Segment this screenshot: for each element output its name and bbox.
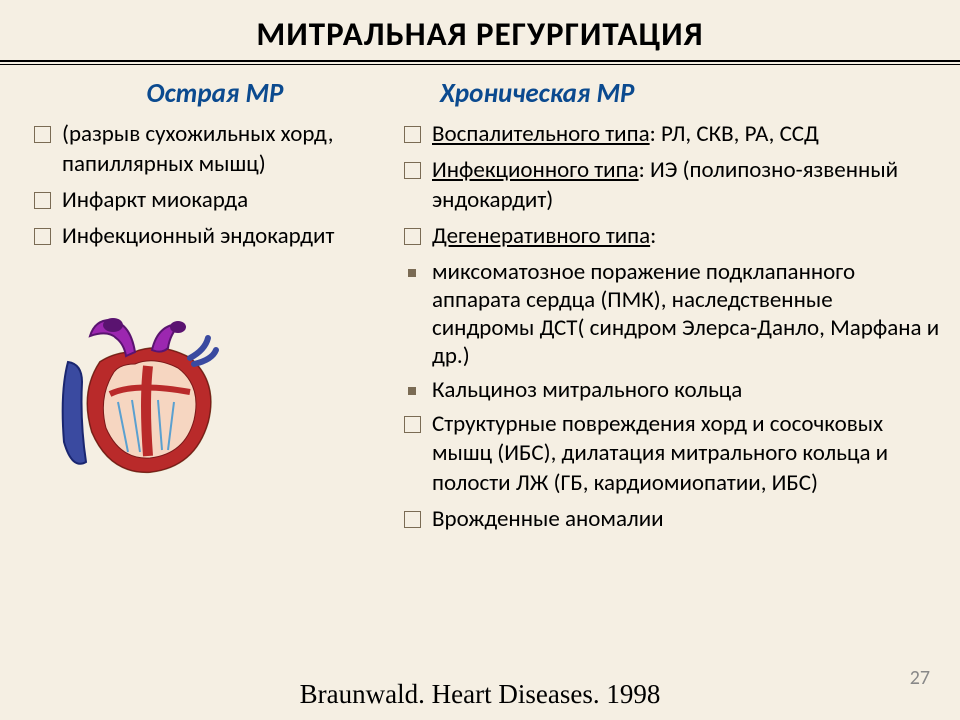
right-list-2: Структурные повреждения хорд и сосочковы… (400, 410, 940, 536)
left-column: Острая МР (разрыв сухожильных хорд, папи… (30, 77, 390, 541)
item-text: : (650, 222, 656, 250)
title-underline (0, 60, 960, 65)
underlined-term: Дегенеративного типа (432, 222, 650, 250)
content-columns: Острая МР (разрыв сухожильных хорд, папи… (0, 77, 960, 541)
right-subitem: миксоматозное поражение подклапанного ап… (400, 258, 940, 370)
right-item: Врожденные аномалии (400, 505, 940, 535)
reference-citation: Braunwald. Heart Diseases. 1998 (0, 679, 960, 710)
right-subitem: Кальциноз митрального кольца (400, 376, 940, 404)
right-item: Воспалительного типа: РЛ, СКВ, РА, ССД (400, 120, 940, 150)
right-list: Воспалительного типа: РЛ, СКВ, РА, ССД И… (400, 120, 940, 252)
underlined-term: Воспалительного типа (432, 120, 650, 148)
underlined-term: Инфекционного типа (432, 156, 639, 184)
left-list: (разрыв сухожильных хорд, папиллярных мы… (30, 120, 380, 252)
heart-illustration (40, 302, 380, 487)
left-item: Инфекционный эндокардит (30, 222, 380, 252)
left-item: (разрыв сухожильных хорд, папиллярных мы… (30, 120, 380, 180)
slide-title: МИТРАЛЬНАЯ РЕГУРГИТАЦИЯ (0, 0, 960, 60)
left-item: Инфаркт миокарда (30, 186, 380, 216)
left-heading: Острая МР (30, 77, 380, 110)
right-column: Хроническая МР Воспалительного типа: РЛ,… (390, 77, 940, 541)
item-text: : РЛ, СКВ, РА, ССД (650, 120, 819, 148)
right-item: Дегенеративного типа: (400, 222, 940, 252)
right-heading: Хроническая МР (400, 77, 940, 110)
right-item: Инфекционного типа: ИЭ (полипозно-язвенн… (400, 156, 940, 216)
right-item: Структурные повреждения хорд и сосочковы… (400, 410, 940, 500)
right-sublist: миксоматозное поражение подклапанного ап… (400, 258, 940, 404)
